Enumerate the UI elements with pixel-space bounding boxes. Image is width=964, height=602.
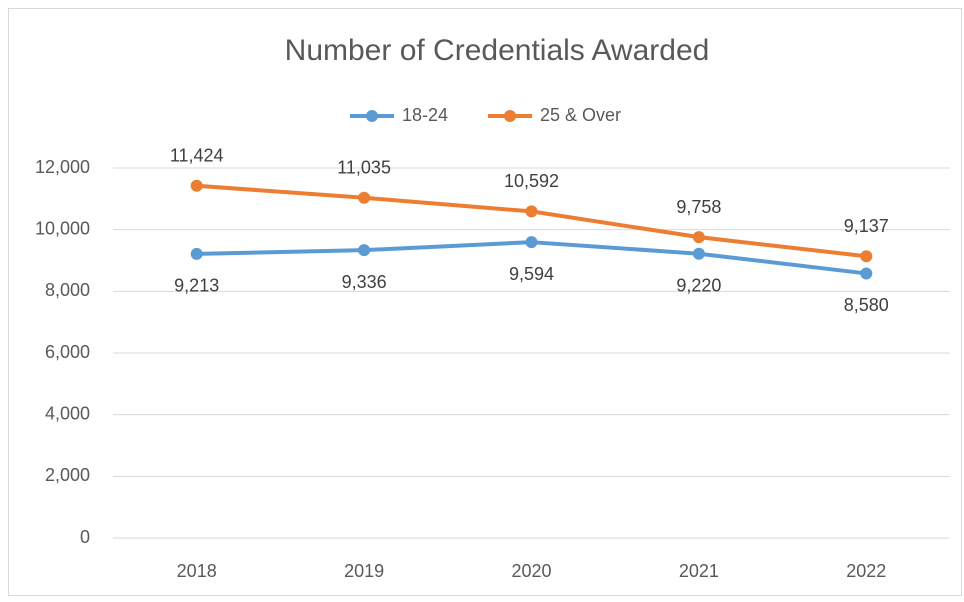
data-point	[190, 179, 203, 192]
data-point	[358, 244, 371, 257]
chart-title: Number of Credentials Awarded	[285, 34, 710, 67]
data-point	[860, 250, 873, 263]
data-label: 11,035	[337, 158, 391, 178]
legend-label: 25 & Over	[540, 105, 621, 125]
x-tick-label: 2019	[344, 561, 384, 581]
data-label: 9,594	[509, 264, 554, 284]
y-tick-label: 4,000	[45, 403, 90, 423]
data-label: 9,137	[844, 216, 889, 236]
y-tick-label: 8,000	[45, 280, 90, 300]
data-point	[860, 267, 873, 280]
legend-marker	[504, 110, 516, 122]
data-label: 9,213	[174, 276, 219, 296]
x-tick-label: 2022	[846, 561, 886, 581]
x-tick-label: 2020	[511, 561, 551, 581]
y-tick-label: 12,000	[35, 157, 90, 177]
data-label: 9,336	[342, 272, 387, 292]
data-label: 9,220	[676, 275, 721, 295]
y-tick-label: 0	[80, 527, 90, 547]
data-point	[692, 247, 705, 260]
data-point	[190, 247, 203, 260]
data-point	[525, 205, 538, 218]
data-label: 10,592	[504, 171, 559, 191]
x-tick-label: 2018	[177, 561, 217, 581]
legend-marker	[366, 110, 378, 122]
y-tick-label: 10,000	[35, 218, 90, 238]
data-label: 11,424	[170, 146, 224, 166]
chart-border	[8, 8, 962, 596]
data-point	[525, 236, 538, 249]
y-tick-label: 6,000	[45, 342, 90, 362]
data-point	[358, 191, 371, 204]
x-tick-label: 2021	[679, 561, 719, 581]
y-tick-label: 2,000	[45, 465, 90, 485]
legend-label: 18-24	[402, 105, 448, 125]
data-label: 9,758	[676, 197, 721, 217]
data-point	[692, 231, 705, 244]
data-label: 8,580	[844, 295, 889, 315]
